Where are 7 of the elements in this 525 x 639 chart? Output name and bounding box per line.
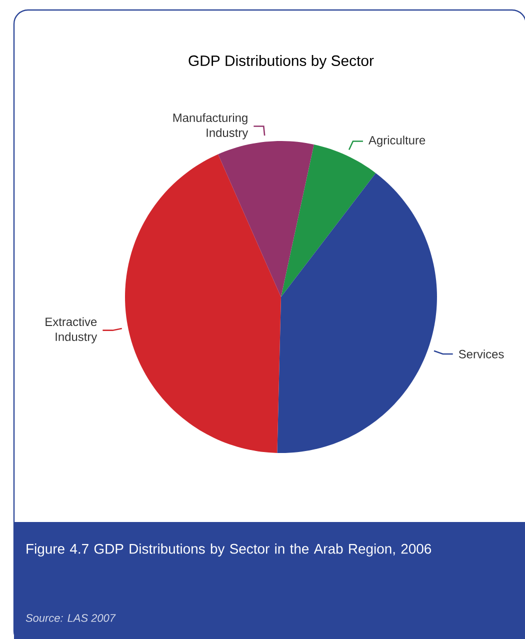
source-note: Source: LAS 2007 (26, 614, 116, 622)
slice-label: Services (458, 350, 504, 358)
chart-title: GDP Distributions by Sector (188, 55, 374, 69)
slice-label: Agriculture (368, 136, 426, 147)
slice-label: Manufacturing Industry (173, 113, 248, 140)
slice-label: Extractive Industry (46, 317, 98, 344)
caption: Figure 4.7 GDP Distributions by Sector in the Arab Region, 2006 (26, 544, 432, 557)
